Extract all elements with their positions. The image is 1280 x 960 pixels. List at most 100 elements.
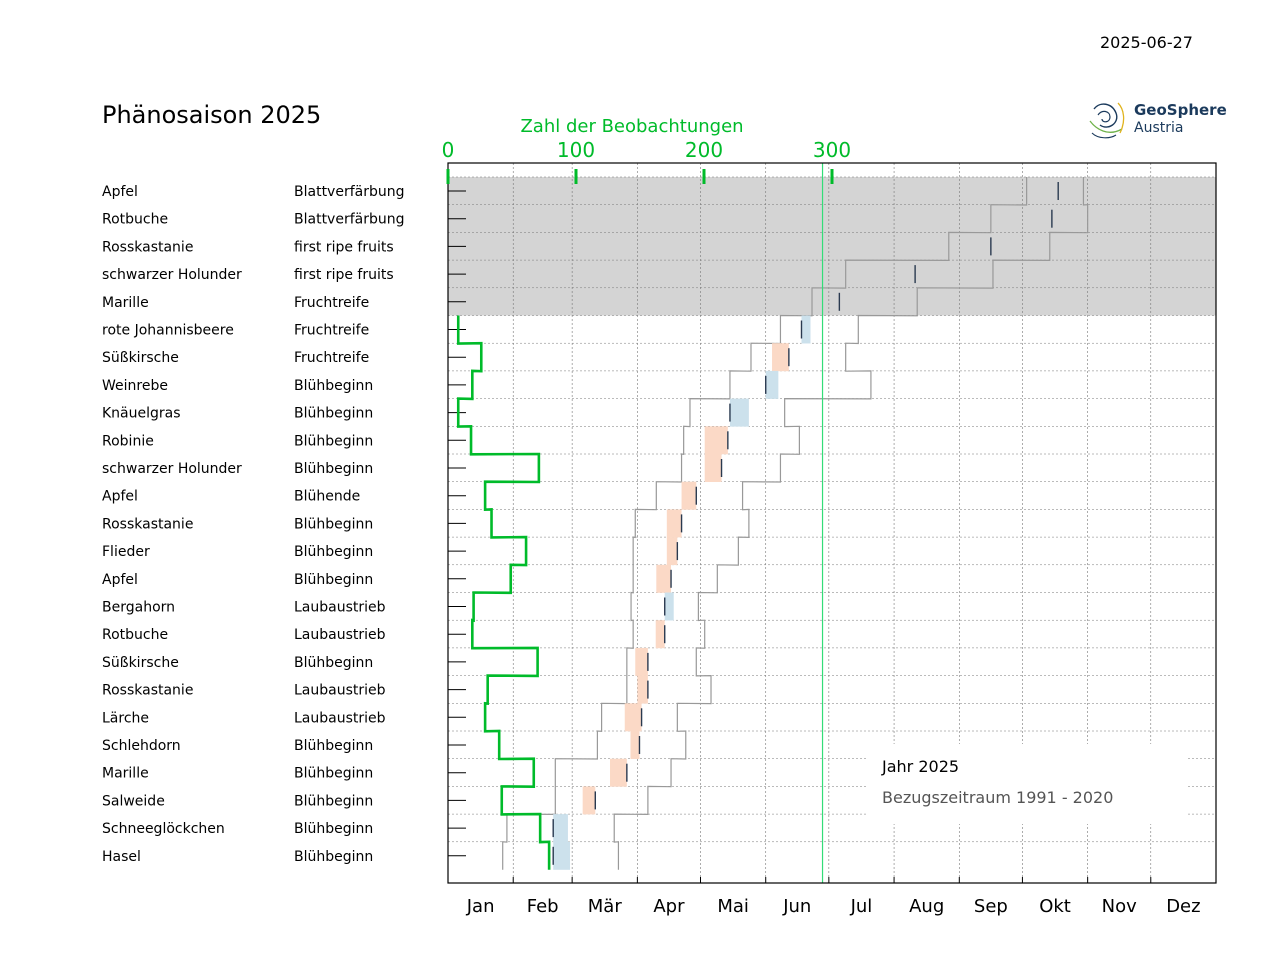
observation-box (704, 426, 728, 455)
plant-label: Weinrebe (102, 378, 168, 394)
month-label: Feb (527, 896, 559, 917)
legend-reference: Bezugszeitraum 1991 - 2020 (882, 788, 1113, 807)
plant-label: Süßkirsche (102, 655, 179, 671)
month-label: Jun (782, 896, 811, 917)
observation-count-line (456, 315, 551, 870)
phase-label: Fruchtreife (294, 350, 369, 366)
phase-label: Blühbeginn (294, 849, 373, 865)
count-axis-tick-label: 200 (685, 138, 723, 162)
count-axis-label: Zahl der Beobachtungen (520, 116, 743, 137)
phase-label: Blühbeginn (294, 821, 373, 837)
phase-label: first ripe fruits (294, 267, 394, 283)
plant-label: Salweide (102, 793, 165, 809)
observation-box (666, 509, 682, 538)
phase-label: Blühbeginn (294, 766, 373, 782)
plant-label: Apfel (102, 184, 138, 200)
phase-label: Blühbeginn (294, 655, 373, 671)
month-label: Jan (466, 896, 495, 917)
observation-box (656, 564, 672, 593)
phase-label: Blühbeginn (294, 516, 373, 532)
report-date: 2025-06-27 (1100, 33, 1193, 52)
legend-year: Jahr 2025 (881, 757, 959, 776)
observation-box (704, 454, 722, 482)
plant-label: Apfel (102, 489, 138, 505)
observation-box (630, 731, 640, 759)
phase-label: Blattverfärbung (294, 184, 405, 200)
plant-label: Rotbuche (102, 627, 168, 643)
plant-label: Rosskastanie (102, 239, 193, 255)
logo-mark-icon (1089, 102, 1125, 139)
plant-label: Rosskastanie (102, 683, 193, 699)
plant-label: Knäuelgras (102, 406, 181, 422)
plant-label: Apfel (102, 572, 138, 588)
plant-label: Schlehdorn (102, 738, 181, 754)
month-label: Dez (1166, 896, 1200, 917)
chart-title: Phänosaison 2025 (102, 101, 322, 129)
phase-label: Blühbeginn (294, 544, 373, 560)
phase-label: Blühbeginn (294, 793, 373, 809)
phase-label: Blühbeginn (294, 738, 373, 754)
logo-text-geosphere: GeoSphere (1134, 101, 1227, 119)
plant-label: Hasel (102, 849, 141, 865)
month-label: Apr (653, 896, 685, 917)
legend-box (868, 744, 1186, 824)
plant-label: Lärche (102, 710, 149, 726)
phase-label: Blattverfärbung (294, 212, 405, 228)
plant-label: schwarzer Holunder (102, 461, 242, 477)
phase-label: Laubaustrieb (294, 683, 386, 699)
phase-label: Blühbeginn (294, 461, 373, 477)
observation-box (666, 537, 678, 566)
month-label: Okt (1039, 896, 1071, 917)
late-envelope-line (613, 177, 1089, 870)
observation-box (624, 703, 642, 732)
observation-box (637, 675, 648, 704)
observation-box (772, 343, 789, 372)
plant-label: Schneeglöckchen (102, 821, 225, 837)
observation-box (729, 398, 749, 427)
plant-label: Marille (102, 295, 149, 311)
month-label: Aug (909, 896, 944, 917)
count-axis-tick-label: 300 (813, 138, 851, 162)
month-label: Sep (974, 896, 1008, 917)
count-axis-tick-label: 0 (442, 138, 455, 162)
month-label: Nov (1102, 896, 1137, 917)
observation-box (610, 758, 627, 787)
observation-box (664, 592, 674, 621)
phase-label: Blühbeginn (294, 572, 373, 588)
plant-label: rote Johannisbeere (102, 323, 234, 339)
plant-label: Süßkirsche (102, 350, 179, 366)
phase-label: Laubaustrieb (294, 627, 386, 643)
plant-label: Robinie (102, 433, 154, 449)
observation-box (635, 647, 648, 676)
early-envelope-line (502, 177, 1028, 870)
plant-label: Marille (102, 766, 149, 782)
observation-box (655, 620, 665, 649)
phase-label: Laubaustrieb (294, 600, 386, 616)
phase-label: first ripe fruits (294, 239, 394, 255)
plot-frame (447, 162, 1217, 884)
plant-label: Rosskastanie (102, 516, 193, 532)
observation-box (582, 786, 596, 815)
phase-label: Fruchtreife (294, 323, 369, 339)
observation-box (553, 841, 571, 870)
geosphere-logo: GeoSphere Austria (1088, 99, 1227, 141)
plant-label: schwarzer Holunder (102, 267, 242, 283)
plant-label: Bergahorn (102, 600, 175, 616)
month-label: Jul (850, 896, 873, 917)
month-label: Mär (588, 896, 623, 917)
month-label: Mai (717, 896, 749, 917)
future-band (448, 177, 1216, 316)
phase-label: Laubaustrieb (294, 710, 386, 726)
phase-label: Fruchtreife (294, 295, 369, 311)
phase-label: Blühbeginn (294, 433, 373, 449)
observation-box (765, 370, 779, 399)
observation-box (801, 315, 811, 344)
phase-label: Blühbeginn (294, 406, 373, 422)
observation-box (681, 481, 697, 510)
logo-text-austria: Austria (1134, 120, 1184, 136)
observation-box (553, 814, 568, 843)
phase-label: Blühende (294, 489, 360, 505)
plant-label: Flieder (102, 544, 150, 560)
phase-label: Blühbeginn (294, 378, 373, 394)
